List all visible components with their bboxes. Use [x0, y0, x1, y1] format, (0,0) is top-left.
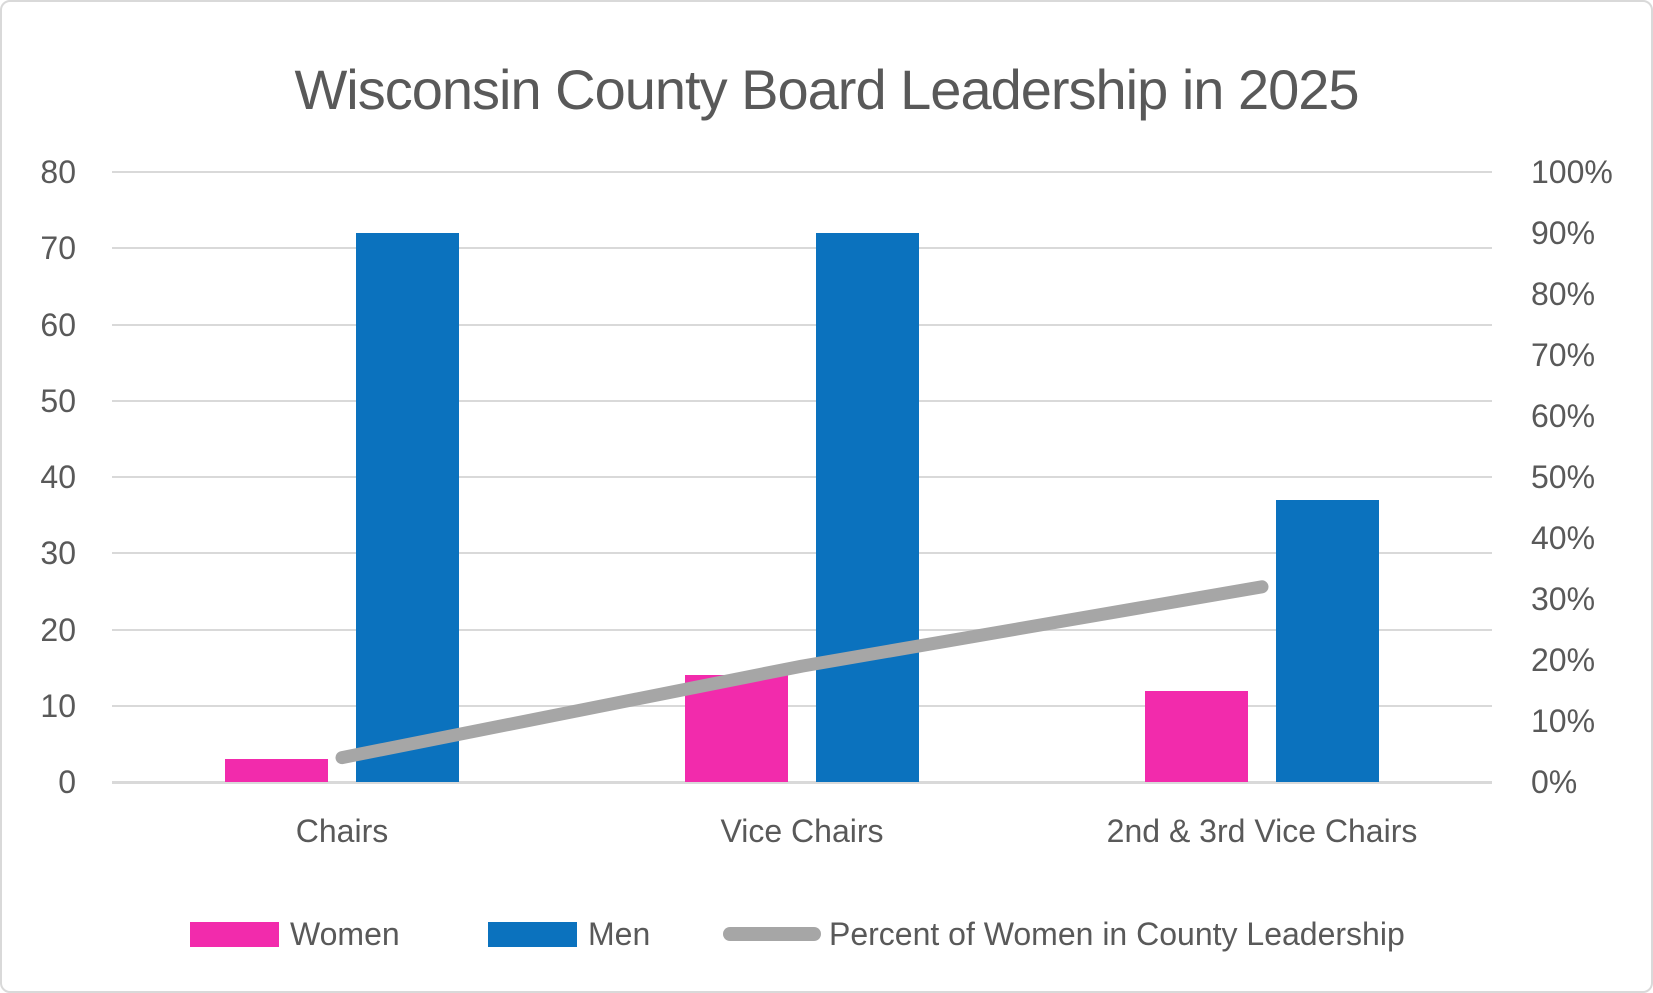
gridline: [112, 323, 1492, 326]
category-label: Vice Chairs: [720, 813, 884, 849]
legend-item-men: Men: [488, 915, 650, 953]
percent-of-women-line: [335, 580, 1269, 765]
bar-women-2: [1145, 690, 1248, 782]
category-label: Chairs: [295, 813, 389, 849]
right-axis-tick: 0%: [1531, 764, 1578, 800]
right-axis-tick: 40%: [1531, 520, 1596, 556]
bar-women-0: [225, 759, 328, 782]
percent-line-swatch-icon: [723, 927, 821, 941]
gridline: [112, 476, 1492, 478]
legend-label-women: Women: [290, 916, 400, 952]
right-axis-tick: 30%: [1531, 581, 1596, 617]
legend-label-men: Men: [588, 916, 651, 952]
chart-title: Wisconsin County Board Leadership in 202…: [294, 58, 1359, 121]
men-swatch-icon: [488, 921, 577, 947]
gridline: [112, 171, 1492, 173]
x-axis-line: [112, 781, 1492, 784]
legend-item-women: Women: [190, 915, 400, 953]
bar-men-1: [816, 233, 919, 782]
right-axis-tick: 80%: [1531, 276, 1596, 312]
legend-label-percent: Percent of Women in County Leadership: [829, 916, 1405, 952]
women-swatch-icon: [190, 921, 279, 947]
bar-men-2: [1276, 499, 1379, 782]
right-axis-tick: 60%: [1531, 398, 1596, 434]
gridline: [112, 399, 1492, 402]
right-axis-tick: 90%: [1531, 215, 1596, 251]
gridline: [112, 552, 1492, 555]
left-axis-tick: 60: [40, 306, 76, 343]
left-axis-tick: 0: [58, 764, 76, 800]
bar-women-1: [685, 675, 788, 782]
legend-item-percent-line: Percent of Women in County Leadership: [723, 915, 1405, 953]
right-axis-tick: 20%: [1531, 642, 1596, 678]
left-axis-tick: 10: [40, 687, 76, 724]
right-axis-tick: 50%: [1531, 459, 1596, 495]
left-axis-tick: 30: [40, 535, 76, 572]
right-axis-tick: 70%: [1531, 337, 1596, 373]
category-label: 2nd & 3rd Vice Chairs: [1106, 813, 1418, 849]
left-axis-tick: 50: [40, 382, 76, 419]
left-axis-tick: 80: [40, 154, 76, 190]
right-axis-tick: 10%: [1531, 703, 1596, 739]
left-axis-tick: 40: [40, 459, 76, 495]
left-axis-tick: 70: [40, 230, 76, 267]
gridline: [112, 247, 1492, 250]
bar-men-0: [356, 233, 459, 782]
right-axis-tick: 100%: [1531, 154, 1613, 190]
left-axis-tick: 20: [40, 611, 76, 648]
